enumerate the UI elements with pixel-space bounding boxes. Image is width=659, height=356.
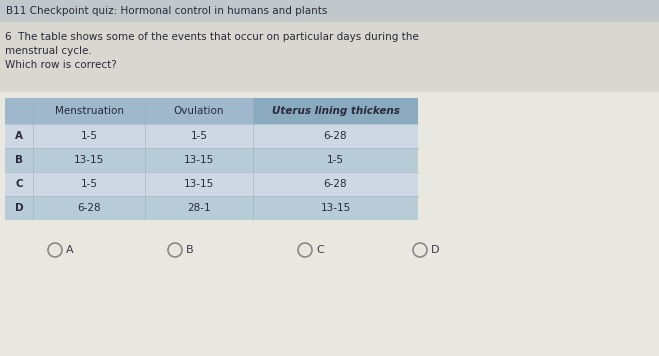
Bar: [5, 124, 418, 148]
Text: 6-28: 6-28: [324, 131, 347, 141]
Text: C: C: [316, 245, 324, 255]
Text: Menstruation: Menstruation: [55, 106, 123, 116]
Text: 6-28: 6-28: [77, 203, 101, 213]
Text: 13-15: 13-15: [320, 203, 351, 213]
Text: 6  The table shows some of the events that occur on particular days during the: 6 The table shows some of the events tha…: [5, 32, 418, 42]
Bar: [5, 98, 418, 124]
Text: 1-5: 1-5: [80, 131, 98, 141]
Bar: [0, 0, 659, 22]
Text: Uterus lining thickens: Uterus lining thickens: [272, 106, 399, 116]
Text: 13-15: 13-15: [184, 179, 214, 189]
Bar: [253, 98, 418, 124]
Bar: [0, 22, 659, 92]
Bar: [5, 148, 418, 172]
Bar: [5, 98, 418, 220]
Text: 6-28: 6-28: [324, 179, 347, 189]
Text: 13-15: 13-15: [74, 155, 104, 165]
Text: menstrual cycle.: menstrual cycle.: [5, 46, 92, 56]
Bar: [5, 172, 418, 196]
Text: 13-15: 13-15: [184, 155, 214, 165]
Text: C: C: [15, 179, 23, 189]
Bar: [0, 222, 659, 356]
Text: 28-1: 28-1: [187, 203, 211, 213]
Text: 1-5: 1-5: [327, 155, 344, 165]
Text: B: B: [15, 155, 23, 165]
Bar: [5, 196, 418, 220]
Text: A: A: [15, 131, 23, 141]
Text: Ovulation: Ovulation: [174, 106, 224, 116]
Text: B: B: [186, 245, 194, 255]
Text: D: D: [431, 245, 440, 255]
Text: D: D: [14, 203, 23, 213]
Text: 1-5: 1-5: [80, 179, 98, 189]
Text: A: A: [66, 245, 74, 255]
Text: B11 Checkpoint quiz: Hormonal control in humans and plants: B11 Checkpoint quiz: Hormonal control in…: [6, 6, 328, 16]
Text: 1-5: 1-5: [190, 131, 208, 141]
Text: Which row is correct?: Which row is correct?: [5, 60, 117, 70]
